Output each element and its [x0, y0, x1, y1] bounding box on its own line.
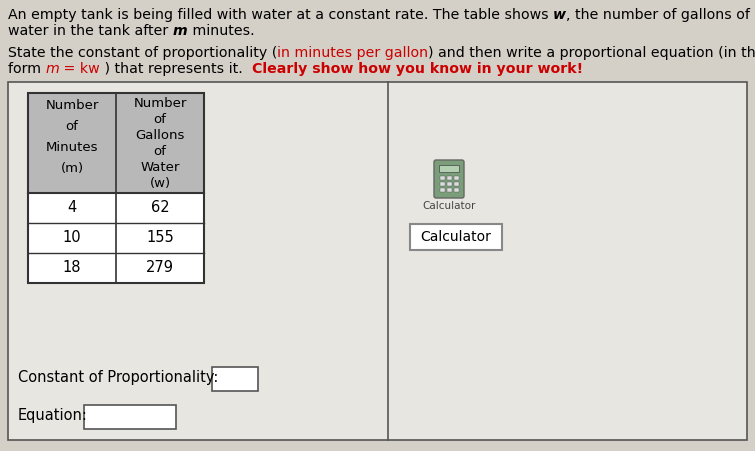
Text: Minutes: Minutes [46, 141, 98, 154]
Text: 62: 62 [151, 201, 169, 216]
Text: = kw: = kw [59, 62, 100, 76]
FancyBboxPatch shape [454, 176, 459, 180]
Text: minutes.: minutes. [187, 24, 254, 38]
FancyBboxPatch shape [28, 93, 204, 193]
Text: water in the tank after: water in the tank after [8, 24, 173, 38]
Text: An empty tank is being filled with water at a constant rate. The table shows: An empty tank is being filled with water… [8, 8, 553, 22]
Text: 279: 279 [146, 261, 174, 276]
Text: of: of [66, 120, 79, 133]
FancyBboxPatch shape [440, 188, 445, 192]
Text: 4: 4 [67, 201, 76, 216]
FancyBboxPatch shape [439, 165, 459, 172]
Text: m: m [45, 62, 59, 76]
Text: Water: Water [140, 161, 180, 174]
Text: form: form [8, 62, 45, 76]
FancyBboxPatch shape [434, 160, 464, 198]
Text: ) and then write a proportional equation (in the: ) and then write a proportional equation… [428, 46, 755, 60]
Text: in minutes per gallon: in minutes per gallon [277, 46, 428, 60]
Text: ) that represents it.: ) that represents it. [100, 62, 251, 76]
Text: m: m [173, 24, 187, 38]
FancyBboxPatch shape [440, 176, 445, 180]
Text: of: of [153, 113, 166, 126]
FancyBboxPatch shape [84, 405, 176, 429]
FancyBboxPatch shape [28, 253, 204, 283]
Text: 18: 18 [63, 261, 82, 276]
Text: Calculator: Calculator [421, 230, 492, 244]
Text: State the constant of proportionality (: State the constant of proportionality ( [8, 46, 277, 60]
Text: Number: Number [45, 99, 99, 112]
FancyBboxPatch shape [212, 367, 258, 391]
FancyBboxPatch shape [447, 188, 452, 192]
FancyBboxPatch shape [8, 82, 747, 440]
Text: Calculator: Calculator [422, 201, 476, 211]
Text: Constant of Proportionality:: Constant of Proportionality: [18, 370, 218, 385]
FancyBboxPatch shape [454, 188, 459, 192]
Text: w: w [553, 8, 566, 22]
FancyBboxPatch shape [454, 182, 459, 186]
Text: , the number of gallons of: , the number of gallons of [566, 8, 750, 22]
Text: 155: 155 [146, 230, 174, 245]
FancyBboxPatch shape [28, 193, 204, 223]
Text: Clearly show how you know in your work!: Clearly show how you know in your work! [251, 62, 583, 76]
Text: (m): (m) [60, 162, 84, 175]
Text: Equation:: Equation: [18, 408, 88, 423]
FancyBboxPatch shape [447, 182, 452, 186]
Text: Number: Number [134, 97, 186, 110]
FancyBboxPatch shape [440, 182, 445, 186]
FancyBboxPatch shape [410, 224, 502, 250]
FancyBboxPatch shape [28, 223, 204, 253]
Text: Gallons: Gallons [135, 129, 185, 142]
Text: (w): (w) [149, 177, 171, 190]
Text: 10: 10 [63, 230, 82, 245]
Text: of: of [153, 145, 166, 158]
FancyBboxPatch shape [447, 176, 452, 180]
